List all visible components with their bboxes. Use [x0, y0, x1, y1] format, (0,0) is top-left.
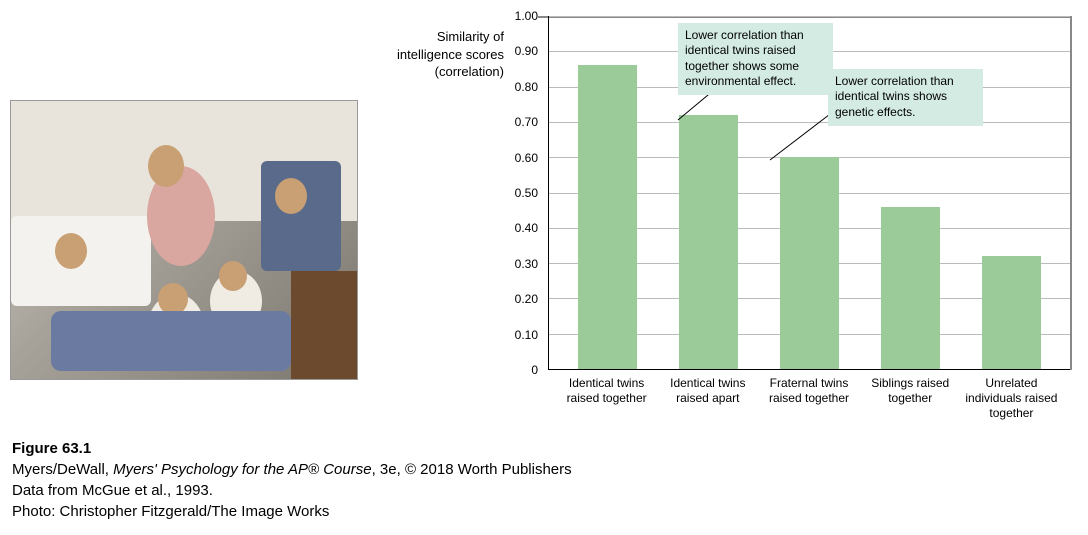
caption-line-3: Photo: Christopher Fitzgerald/The Image … — [12, 501, 1076, 522]
photo-shape — [55, 233, 87, 269]
y-tick: 0.30 — [498, 257, 538, 271]
y-tick: 0.50 — [498, 186, 538, 200]
figure-number: Figure 63.1 — [12, 438, 1076, 459]
figure-caption: Figure 63.1 Myers/DeWall, Myers' Psychol… — [0, 430, 1088, 532]
x-label: Unrelated individuals raised together — [961, 372, 1062, 430]
bar-slot — [557, 16, 658, 369]
y-ticks: 00.100.200.300.400.500.600.700.800.901.0… — [498, 16, 538, 370]
x-label: Identical twins raised together — [556, 372, 657, 430]
bar-chart: Similarity of intelligence scores (corre… — [388, 10, 1078, 430]
bar — [679, 115, 738, 369]
top-row: Similarity of intelligence scores (corre… — [0, 0, 1088, 430]
y-tick: 0.20 — [498, 292, 538, 306]
x-label: Identical twins raised apart — [657, 372, 758, 430]
photo-shape — [51, 311, 291, 371]
annotation-callout: Lower correlation than identical twins s… — [828, 69, 983, 126]
bar — [881, 207, 940, 369]
y-tick: 0.80 — [498, 80, 538, 94]
photo-shape — [148, 145, 184, 187]
y-axis-label: Similarity of intelligence scores (corre… — [394, 28, 504, 81]
y-tick: 0 — [498, 363, 538, 377]
x-label: Fraternal twins raised together — [758, 372, 859, 430]
y-tick: 0.90 — [498, 44, 538, 58]
y-tick: 0.40 — [498, 221, 538, 235]
bar — [780, 157, 839, 369]
caption-line-1: Myers/DeWall, Myers' Psychology for the … — [12, 459, 1076, 480]
x-labels: Identical twins raised togetherIdentical… — [548, 372, 1070, 430]
photo-placeholder — [10, 100, 358, 380]
y-tick: 1.00 — [498, 9, 538, 23]
bar — [982, 256, 1041, 369]
photo-shape — [275, 178, 307, 214]
bar — [578, 65, 637, 369]
caption-line-2: Data from McGue et al., 1993. — [12, 480, 1076, 501]
x-label: Siblings raised together — [860, 372, 961, 430]
y-tick: 0.60 — [498, 151, 538, 165]
photo-shape — [291, 271, 358, 380]
annotation-callout: Lower correlation than identical twins r… — [678, 23, 833, 95]
figure-container: Similarity of intelligence scores (corre… — [0, 0, 1088, 535]
photo-shape — [219, 261, 247, 291]
y-tick: 0.70 — [498, 115, 538, 129]
y-tick: 0.10 — [498, 328, 538, 342]
photo-shape — [261, 161, 341, 271]
